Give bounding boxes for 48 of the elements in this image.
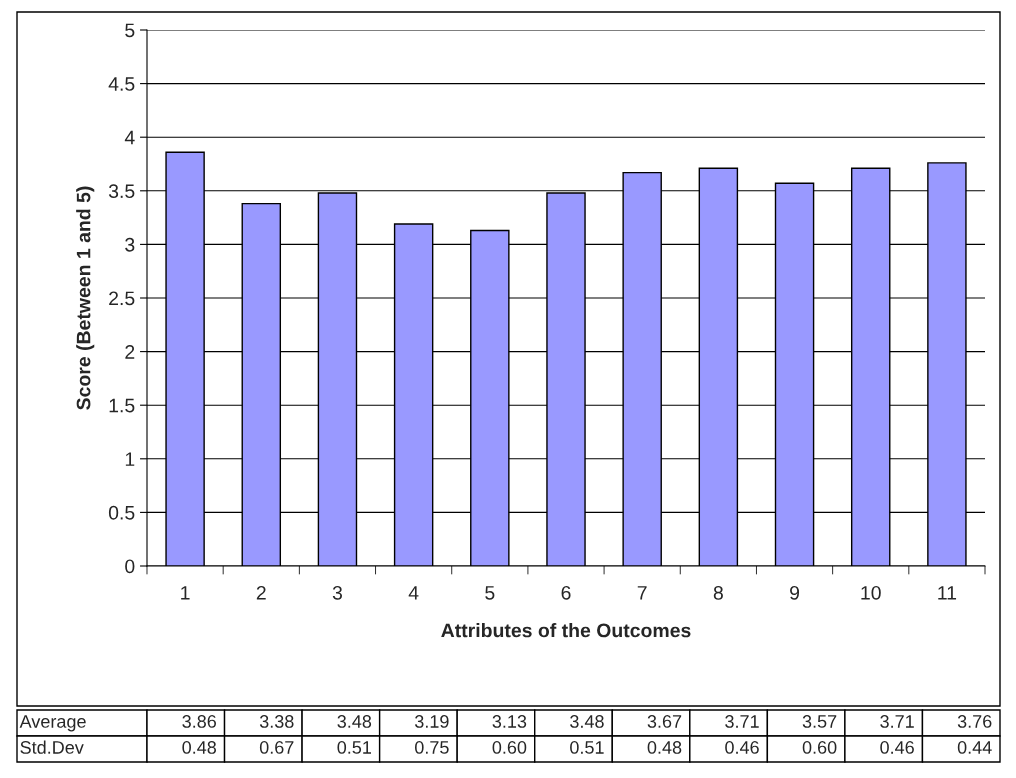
text: Std.Dev	[20, 740, 84, 754]
data-label: 3.71	[725, 715, 759, 728]
x-tick-label: 1	[181, 586, 190, 600]
text: 0.48	[182, 741, 217, 754]
data-label: 3.48	[337, 715, 372, 728]
text: 0.46	[880, 741, 914, 754]
data-label: 3.13	[492, 715, 527, 728]
data-label: 3.71	[880, 715, 914, 728]
y-tick-label: 0.5	[108, 505, 135, 520]
data-label: 3.57	[802, 715, 837, 728]
text: 0.46	[725, 741, 759, 754]
data-label: 3.19	[414, 715, 449, 728]
x-tick-label: 7	[637, 586, 647, 600]
x-axis-title: Attributes of the Outcomes	[441, 623, 691, 638]
x-tick-label: 9	[790, 585, 800, 600]
data-label: 3.76	[957, 715, 992, 728]
text: 0.75	[414, 741, 449, 754]
y-tick-label: 4.5	[108, 77, 135, 91]
y-tick-label: 2	[125, 345, 135, 359]
x-tick-label: 11	[938, 586, 957, 600]
y-tick-label: 0	[125, 559, 135, 574]
text: 0.48	[647, 741, 682, 754]
y-tick-label: 1	[125, 452, 135, 466]
data-label: 3.48	[570, 715, 604, 728]
data-label: 3.38	[259, 715, 294, 728]
x-tick-label: 10	[861, 585, 881, 600]
y-tick-label: 2.5	[109, 291, 135, 306]
x-tick-label: 5	[485, 586, 495, 600]
y-tick-label: 5	[125, 23, 135, 38]
y-tick-label: 3.5	[108, 184, 135, 199]
x-tick-label: 4	[408, 586, 419, 600]
text: 0.51	[570, 741, 604, 754]
x-tick-label: 8	[713, 585, 723, 600]
x-tick-label: 3	[332, 585, 343, 600]
data-label: 3.67	[647, 715, 682, 728]
text: 0.60	[802, 741, 837, 754]
text: 0.67	[259, 741, 294, 754]
y-tick-label: 1.5	[109, 398, 135, 413]
y-tick-label: 3	[125, 237, 135, 252]
text: 0.44	[957, 741, 992, 754]
text: 0.51	[337, 741, 371, 754]
x-tick-label: 2	[256, 585, 266, 600]
y-axis-title: Score (Between 1 and 5)	[76, 186, 95, 410]
x-tick-label: 6	[561, 585, 571, 600]
text: Average	[19, 715, 86, 732]
data-label: 3.86	[182, 715, 216, 728]
text: 0.60	[492, 741, 527, 754]
y-tick-label: 4	[124, 130, 135, 145]
